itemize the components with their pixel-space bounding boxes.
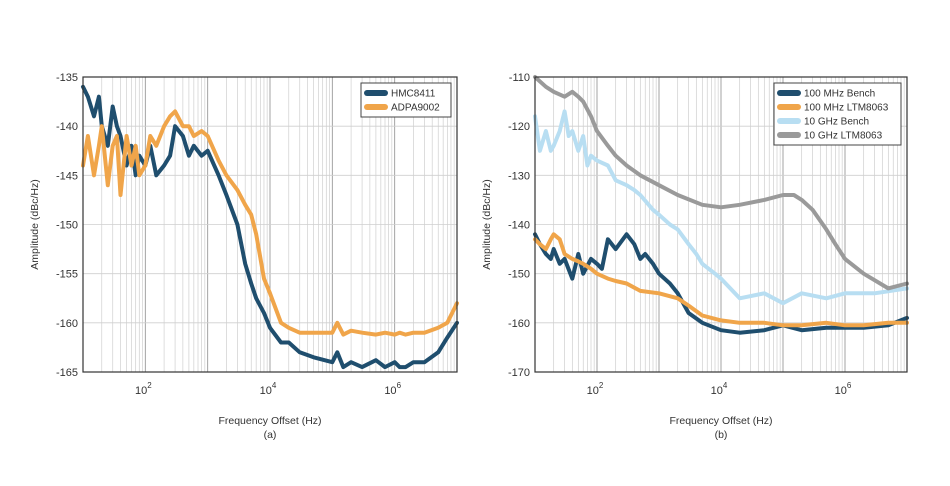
legend-label: 100 MHz LTM8063 — [804, 103, 889, 114]
y-axis-label: Amplitude (dBc/Hz) — [29, 179, 41, 269]
legend: HMC8411 ADPA9002 — [360, 82, 452, 118]
y-tick-label: -160 — [56, 318, 78, 330]
series-line-10-ghz-bench — [533, 109, 909, 306]
y-tick-label: -155 — [56, 269, 78, 281]
plot-area-border — [82, 76, 458, 373]
legend-label: ADPA9002 — [391, 103, 440, 114]
x-axis-label: Frequency Offset (Hz) — [669, 415, 772, 427]
y-tick-label: -160 — [508, 318, 530, 330]
y-tick-label: -140 — [56, 121, 78, 133]
y-tick-label: -135 — [56, 72, 78, 84]
y-tick-label: -110 — [509, 72, 530, 84]
series-line-100-mhz-ltm8063 — [533, 232, 909, 328]
y-tick-label: -165 — [56, 367, 78, 379]
plot-area-border — [534, 76, 908, 373]
y-axis-label: Amplitude (dBc/Hz) — [481, 179, 493, 269]
x-axis-label: Frequency Offset (Hz) — [218, 415, 321, 427]
x-tick-label: 102 — [135, 381, 152, 397]
series-line-10-ghz-ltm8063 — [533, 75, 909, 291]
chart-panel-b: -110 -120 -130 -140 -150 -160 -170 102 104 106 Fre… — [481, 72, 909, 441]
x-tick-label: 106 — [384, 381, 401, 397]
y-tick-label: -150 — [56, 220, 78, 232]
y-tick-label: -140 — [508, 220, 530, 232]
legend-label: 100 MHz Bench — [804, 89, 875, 100]
legend-box — [360, 82, 452, 118]
y-tick-label: -170 — [508, 367, 530, 379]
legend-label: 10 GHz Bench — [804, 117, 869, 128]
series-line-hmc8411 — [81, 84, 459, 370]
legend: 100 MHz Bench 100 MHz LTM8063 10 GHz Bench… — [773, 82, 902, 146]
legend-label: 10 GHz LTM8063 — [804, 131, 883, 142]
panel-caption: (b) — [715, 429, 728, 441]
y-tick-label: -145 — [56, 170, 78, 182]
y-tick-label: -130 — [508, 170, 530, 182]
x-tick-label: 104 — [260, 381, 277, 397]
panel-caption: (a) — [264, 429, 277, 441]
x-tick-label: 106 — [835, 381, 852, 397]
chart-panel-a: -135 -140 -145 -150 -155 -160 -165 102 104 106 Fre… — [29, 72, 459, 441]
x-tick-label: 102 — [587, 381, 604, 397]
y-tick-label: -120 — [508, 121, 530, 133]
series-line-adpa9002 — [81, 109, 459, 337]
x-tick-label: 104 — [711, 381, 728, 397]
legend-label: HMC8411 — [391, 89, 436, 100]
y-tick-label: -150 — [508, 269, 530, 281]
